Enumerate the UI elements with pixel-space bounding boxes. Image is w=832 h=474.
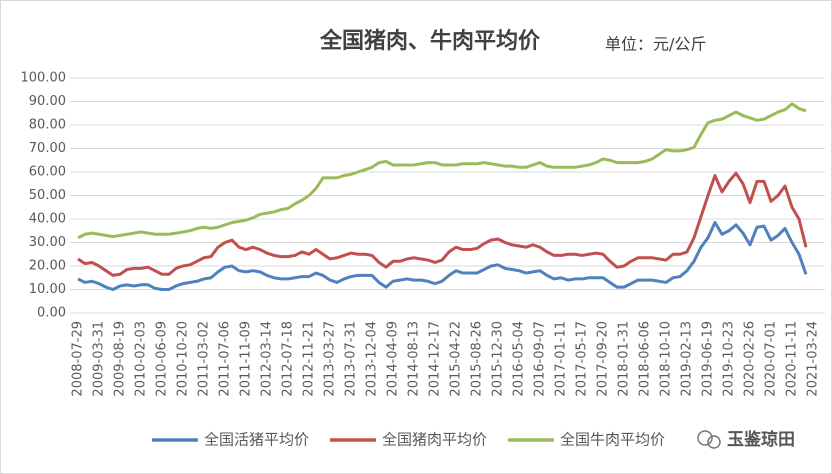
x-tick-label: 2010-02-03 (134, 321, 149, 397)
y-tick-label: 10.00 (29, 282, 66, 297)
x-tick-label: 2021-03-24 (806, 321, 821, 397)
x-tick-label: 2016-05-04 (512, 321, 527, 397)
y-tick-label: 90.00 (29, 94, 66, 109)
x-tick-label: 2015-08-26 (470, 321, 485, 397)
legend-label: 全国猪肉平均价 (382, 431, 487, 449)
x-tick-label: 2020-07-01 (764, 321, 779, 397)
x-tick-label: 2020-02-26 (743, 321, 758, 397)
watermark: 玉鉴琼田 (727, 429, 795, 450)
x-tick-label: 2014-04-09 (386, 321, 401, 397)
x-tick-label: 2008-07-29 (71, 321, 86, 397)
x-tick-label: 2016-09-07 (533, 321, 548, 397)
watermark-icon (697, 430, 721, 449)
series-line (77, 102, 807, 240)
y-tick-label: 0.00 (37, 306, 66, 321)
x-tick-label: 2018-01-31 (617, 321, 632, 397)
x-tick-label: 2015-12-30 (491, 321, 506, 397)
x-tick-label: 2010-06-09 (155, 321, 170, 397)
x-tick-label: 2019-10-23 (722, 321, 737, 397)
x-tick-label: 2012-03-14 (260, 321, 275, 397)
series-line (77, 221, 808, 291)
x-tick-label: 2015-04-22 (449, 321, 464, 397)
y-tick-label: 60.00 (29, 165, 66, 180)
x-tick-label: 2011-07-06 (218, 321, 233, 397)
x-tick-label: 2018-06-06 (638, 321, 653, 397)
x-tick-label: 2010-10-20 (176, 321, 191, 397)
x-tick-label: 2012-11-21 (302, 321, 317, 397)
y-tick-label: 100.00 (21, 71, 67, 86)
chart-title: 全国猪肉、牛肉平均价 (319, 28, 541, 54)
x-tick-label: 2009-03-31 (92, 321, 107, 397)
x-tick-label: 2009-08-19 (113, 321, 128, 397)
x-tick-label: 2013-07-31 (344, 321, 359, 397)
x-tick-label: 2020-11-11 (785, 321, 800, 397)
x-tick-label: 2013-03-27 (323, 321, 338, 397)
x-tick-label: 2014-12-17 (428, 321, 443, 397)
x-tick-label: 2011-03-02 (197, 321, 212, 397)
y-tick-label: 80.00 (29, 118, 66, 133)
x-tick-label: 2017-05-17 (575, 321, 590, 397)
x-tick-label: 2019-02-13 (680, 321, 695, 397)
y-tick-label: 20.00 (29, 259, 66, 274)
x-tick-label: 2019-06-19 (701, 321, 716, 397)
chart-subtitle: 单位：元/公斤 (605, 35, 706, 54)
x-tick-label: 2017-01-11 (554, 321, 569, 397)
y-tick-label: 30.00 (29, 235, 66, 250)
x-tick-label: 2018-10-10 (659, 321, 674, 397)
legend-label: 全国牛肉平均价 (560, 431, 665, 449)
y-tick-label: 50.00 (29, 188, 66, 203)
legend-label: 全国活猪平均价 (204, 431, 309, 449)
y-tick-label: 40.00 (29, 212, 66, 227)
x-tick-label: 2013-12-04 (365, 321, 380, 397)
x-tick-label: 2014-08-13 (407, 321, 422, 397)
series-line (77, 171, 808, 277)
y-tick-label: 70.00 (29, 141, 66, 156)
x-tick-label: 2012-07-18 (281, 321, 296, 397)
x-tick-label: 2011-11-09 (239, 321, 254, 397)
x-tick-label: 2017-09-20 (596, 321, 611, 397)
